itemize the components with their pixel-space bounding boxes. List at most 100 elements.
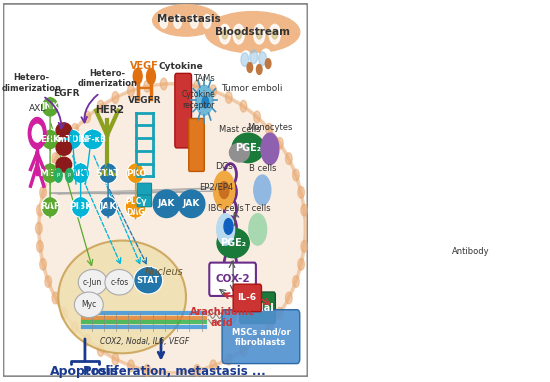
Text: AKT: AKT [70,169,91,178]
Circle shape [32,125,42,142]
Circle shape [254,334,260,346]
Ellipse shape [153,190,180,217]
Text: JAK: JAK [100,202,117,211]
Text: VEGF: VEGF [130,62,159,71]
Circle shape [196,85,213,115]
Circle shape [226,92,232,103]
Circle shape [256,29,262,39]
Circle shape [277,308,283,319]
Circle shape [254,61,266,82]
Circle shape [52,153,59,165]
Circle shape [177,78,184,90]
Ellipse shape [41,129,59,150]
Circle shape [45,276,52,287]
Circle shape [266,321,273,333]
Circle shape [261,133,279,165]
Text: PKC: PKC [125,169,146,178]
Circle shape [174,15,182,28]
Text: PI3K: PI3K [69,202,92,211]
Circle shape [226,353,232,365]
Text: STAT: STAT [137,276,159,285]
Circle shape [266,123,273,135]
Ellipse shape [99,197,117,217]
Circle shape [258,52,266,66]
Circle shape [160,15,168,28]
Circle shape [269,56,281,77]
Text: Antibody: Antibody [453,247,490,256]
Text: Hetero-
dimerization: Hetero- dimerization [77,69,137,88]
Text: TAMs: TAMs [194,74,215,83]
Text: Arachidonic
acid: Arachidonic acid [190,307,255,329]
Circle shape [84,111,91,123]
Circle shape [65,168,73,182]
Circle shape [40,258,46,270]
Ellipse shape [41,197,59,217]
Text: mTOR: mTOR [57,135,85,144]
Circle shape [194,364,200,376]
Circle shape [210,360,217,372]
Ellipse shape [105,269,134,295]
Circle shape [54,168,62,182]
Circle shape [133,68,142,84]
Text: c-fos: c-fos [110,278,129,287]
Text: PGE₂: PGE₂ [220,238,246,248]
Circle shape [301,241,307,252]
Ellipse shape [98,163,118,183]
Circle shape [144,364,151,376]
Text: Mast cells: Mast cells [218,125,260,134]
Circle shape [28,118,46,149]
Circle shape [234,66,246,88]
Text: ERK: ERK [40,135,60,144]
Ellipse shape [232,133,264,163]
Circle shape [260,49,272,70]
Circle shape [224,219,233,234]
Circle shape [270,24,280,44]
FancyBboxPatch shape [175,73,191,148]
Ellipse shape [178,190,205,217]
Circle shape [293,276,299,287]
Text: T cells: T cells [244,204,271,213]
Circle shape [37,241,43,252]
Text: Apoptosis: Apoptosis [51,365,119,378]
Ellipse shape [41,163,59,183]
Circle shape [84,334,91,346]
Circle shape [249,214,267,245]
Circle shape [298,186,305,198]
Ellipse shape [61,129,82,150]
Text: Nodal: Nodal [241,303,273,313]
Circle shape [219,181,229,199]
Circle shape [219,24,230,44]
Text: Bloodstream: Bloodstream [215,27,290,37]
Text: HER2: HER2 [95,105,124,115]
Text: IBC cells: IBC cells [208,204,244,213]
Ellipse shape [56,141,72,155]
Circle shape [240,51,252,73]
FancyBboxPatch shape [233,284,261,312]
Text: MSCs and/or
fibroblasts: MSCs and/or fibroblasts [232,327,290,347]
Circle shape [61,308,68,319]
Circle shape [37,204,43,216]
Ellipse shape [126,163,145,183]
FancyBboxPatch shape [137,183,152,195]
Circle shape [285,292,292,304]
Ellipse shape [41,97,59,117]
Ellipse shape [217,228,249,258]
FancyBboxPatch shape [240,292,276,324]
Circle shape [247,63,252,73]
Circle shape [161,78,167,90]
Circle shape [217,214,234,245]
Text: STAT: STAT [96,169,120,178]
Circle shape [250,53,262,74]
FancyBboxPatch shape [222,310,300,364]
Circle shape [112,353,119,365]
Circle shape [144,80,151,92]
Circle shape [128,85,134,97]
Circle shape [240,100,247,112]
Ellipse shape [205,11,300,53]
Circle shape [222,29,228,39]
Text: Cytokine
receptor: Cytokine receptor [182,90,216,110]
FancyBboxPatch shape [189,118,204,172]
Text: Tumor emboli: Tumor emboli [221,84,282,93]
Text: MEK: MEK [39,169,61,178]
FancyBboxPatch shape [137,195,152,207]
